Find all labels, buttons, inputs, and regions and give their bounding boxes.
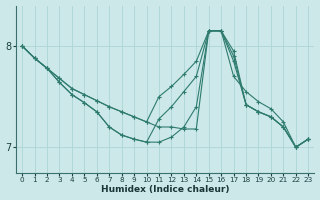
X-axis label: Humidex (Indice chaleur): Humidex (Indice chaleur)	[101, 185, 229, 194]
